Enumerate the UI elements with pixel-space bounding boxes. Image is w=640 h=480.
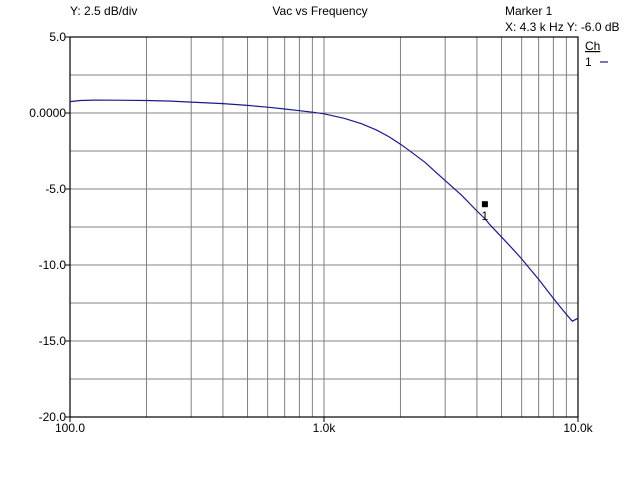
x-tick-label: 10.0k [563,421,593,435]
legend: Ch 1 [585,39,608,69]
marker-label: 1 [482,209,489,223]
marker-readout: X: 4.3 k Hz Y: -6.0 dB [505,20,620,34]
marker-title: Marker 1 [505,4,553,18]
legend-header: Ch [585,39,600,53]
marker-point[interactable] [481,201,488,208]
y-axis-ticks: 5.0 0.0000 -5.0 -10.0 -15.0 -20.0 [29,30,70,424]
y-tick-label: -10.0 [39,258,67,272]
x-tick-label: 100.0 [55,421,85,435]
y-tick-label: 5.0 [49,30,66,44]
series-line-1 [69,99,579,322]
y-tick-label: -20.0 [39,410,67,424]
grid [69,36,579,418]
y-tick-label: -15.0 [39,334,67,348]
legend-entry-label: 1 [585,55,592,69]
x-tick-label: 1.0k [313,421,337,435]
x-axis-ticks: 100.0 1.0k 10.0k [55,417,594,435]
y-tick-label: -5.0 [45,182,66,196]
chart-title: Vac vs Frequency [272,4,367,18]
marker-1[interactable]: 1 [482,201,489,223]
y-division-label: Y: 2.5 dB/div [70,4,137,18]
y-tick-label: 0.0000 [29,106,66,120]
